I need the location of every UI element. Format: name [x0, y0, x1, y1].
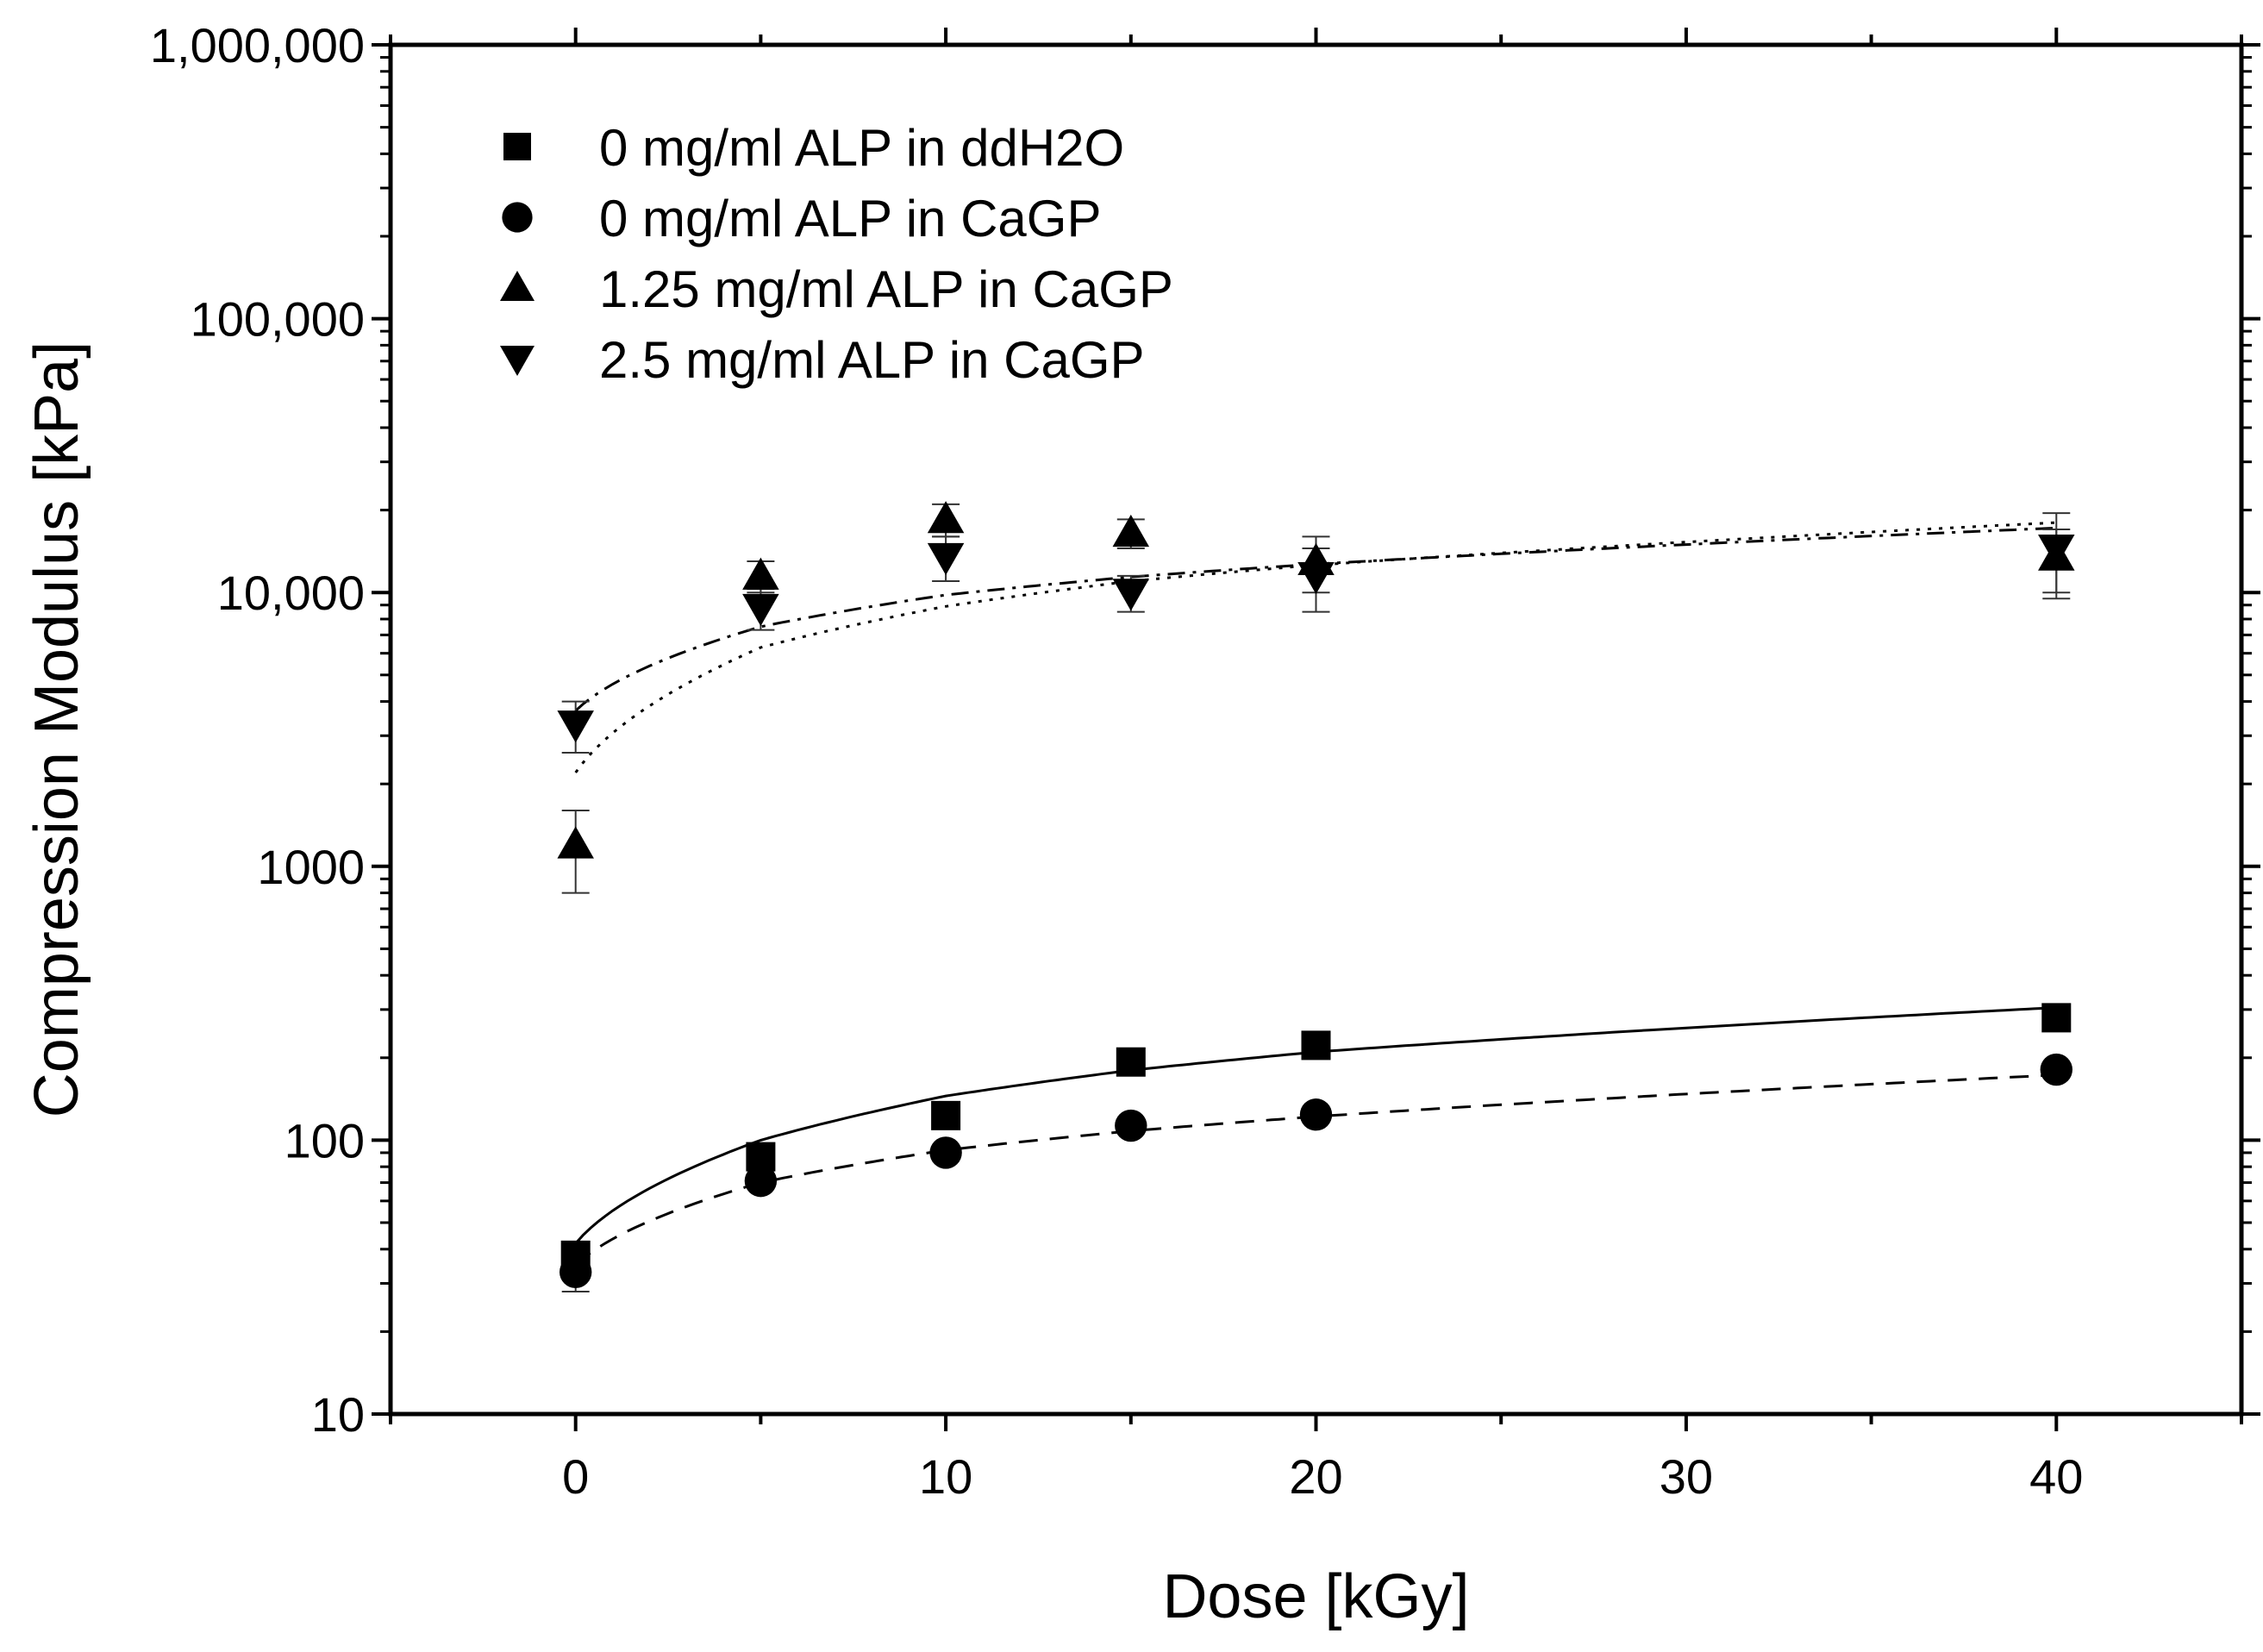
legend-label: 0 mg/ml ALP in ddH2O — [599, 119, 1124, 177]
data-point-circle — [1115, 1109, 1147, 1142]
y-tick-label: 100,000 — [191, 292, 365, 347]
data-point-circle — [2040, 1053, 2072, 1086]
data-point-triangle-down — [557, 710, 594, 743]
x-tick-label: 20 — [1289, 1449, 1342, 1504]
data-point-circle — [559, 1255, 592, 1289]
data-point-triangle-down — [927, 542, 965, 576]
data-point-triangle-down — [2038, 535, 2075, 567]
data-point-square — [931, 1100, 961, 1130]
data-point-square — [2041, 1003, 2072, 1033]
legend-marker-circle — [502, 202, 533, 233]
legend-marker-triangle-down — [500, 346, 534, 376]
y-axis-title: Compression Modulus [kPa] — [22, 341, 91, 1117]
legend-label: 2.5 mg/ml ALP in CaGP — [599, 331, 1145, 389]
x-tick-label: 30 — [1660, 1449, 1713, 1504]
x-axis-ticks: 0 10 20 30 40 — [389, 28, 2243, 1504]
legend-item: 0 mg/ml ALP in CaGP — [502, 190, 1101, 247]
data-point-triangle-up — [742, 557, 779, 590]
y-tick-label: 100 — [284, 1113, 365, 1167]
data-point-triangle-up — [1112, 514, 1150, 548]
data-point-triangle-up — [927, 501, 965, 534]
legend-marker-square — [503, 133, 531, 160]
data-point-circle — [1299, 1098, 1333, 1131]
data-point-square — [1116, 1047, 1146, 1077]
legend-item: 1.25 mg/ml ALP in CaGP — [500, 260, 1173, 318]
legend-item: 0 mg/ml ALP in ddH2O — [503, 119, 1124, 177]
plot-frame — [388, 42, 2244, 1417]
x-tick-label: 40 — [2029, 1449, 2083, 1504]
data-point-circle — [929, 1136, 962, 1169]
x-tick-label: 0 — [562, 1449, 589, 1504]
y-tick-label: 10,000 — [217, 566, 365, 620]
legend-label: 1.25 mg/ml ALP in CaGP — [599, 260, 1173, 318]
legend-marker-triangle-up — [500, 271, 534, 301]
legend-item: 2.5 mg/ml ALP in CaGP — [500, 331, 1145, 389]
data-point-triangle-down — [1112, 579, 1150, 611]
x-axis-title: Dose [kGy] — [1162, 1562, 1469, 1631]
legend: 0 mg/ml ALP in ddH2O 0 mg/ml ALP in CaGP 1… — [500, 119, 1173, 389]
legend-label: 0 mg/ml ALP in CaGP — [599, 190, 1101, 247]
y-axis-ticks: 10 100 1000 10,000 100,000 1,000,000 — [150, 18, 2260, 1442]
y-tick-label: 10 — [311, 1387, 365, 1442]
data-point-circle — [744, 1164, 778, 1198]
data-point-triangle-down — [742, 593, 779, 627]
data-point-triangle-down — [1297, 561, 1335, 595]
fit-curves — [574, 521, 2057, 1267]
data-point-square — [1301, 1030, 1331, 1061]
data-point-triangle-up — [557, 826, 594, 859]
x-tick-label: 10 — [919, 1449, 972, 1504]
y-tick-label: 1000 — [257, 840, 365, 894]
y-tick-label: 1,000,000 — [150, 18, 365, 72]
data-markers — [557, 501, 2075, 1289]
